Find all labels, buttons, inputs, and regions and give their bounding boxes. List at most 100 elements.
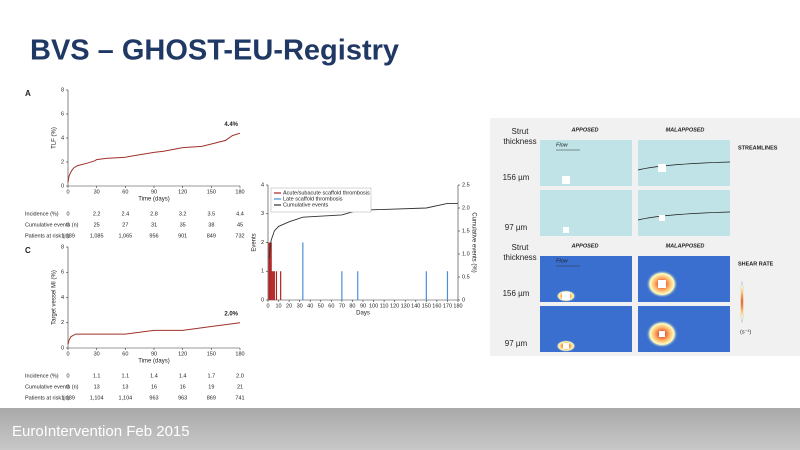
table-cell: 27 — [122, 222, 128, 228]
y-tick-label: 0 — [261, 297, 264, 303]
y-tick-label: 4 — [261, 182, 264, 188]
x-tick-label: 70 — [339, 303, 345, 309]
table-cell: 956 — [149, 233, 158, 239]
legend-box — [270, 187, 372, 213]
strut — [658, 280, 666, 288]
table-cell: 741 — [235, 395, 244, 401]
y2-tick-label: 1.0 — [462, 251, 470, 257]
y-tick-label: 8 — [61, 244, 64, 250]
table-cell: 21 — [237, 384, 243, 390]
column-header: MALAPPOSED — [666, 127, 705, 133]
table-cell: 16 — [180, 384, 186, 390]
annotation: 2.0% — [224, 311, 238, 317]
event-bar — [271, 271, 273, 300]
y-axis-label: TLF (%) — [52, 127, 58, 149]
event-bar — [273, 271, 275, 300]
streamline — [637, 211, 731, 221]
table-row-label: Cumulative events (n) — [25, 222, 79, 228]
panel-letter: A — [25, 89, 31, 98]
simulation-image — [540, 256, 632, 302]
x-axis-label: Time (days) — [138, 359, 169, 365]
y-tick-label: 4 — [61, 135, 64, 141]
y-tick-label: 4 — [61, 295, 64, 301]
table-cell: 963 — [149, 395, 158, 401]
x-tick-label: 160 — [432, 303, 441, 309]
strut — [563, 227, 569, 233]
x-tick-label: 0 — [66, 351, 69, 357]
cumulative-line — [268, 202, 458, 259]
event-bar — [302, 242, 304, 300]
table-cell: 38 — [208, 222, 214, 228]
y2-tick-label: 2.0 — [462, 205, 470, 211]
table-cell: 4.4 — [236, 211, 244, 217]
row-label: 156 µm — [503, 289, 530, 298]
table-row-label: Patients at risk (n) — [25, 395, 69, 401]
x-tick-label: 0 — [66, 189, 69, 195]
event-bar — [272, 271, 274, 300]
event-bar — [269, 242, 271, 300]
y-tick-label: 3 — [261, 211, 264, 217]
x-tick-label: 30 — [94, 351, 100, 357]
panel-title: STREAMLINES — [738, 145, 778, 151]
table-cell: 1,104 — [90, 395, 104, 401]
event-bar — [270, 242, 272, 300]
x-tick-label: 90 — [360, 303, 366, 309]
table-cell: 1,065 — [118, 233, 132, 239]
y-tick-label: 2 — [61, 159, 64, 165]
panel-title: SHEAR RATE — [738, 261, 774, 267]
x-tick-label: 80 — [349, 303, 355, 309]
simulation-image — [638, 140, 730, 186]
table-cell: 963 — [178, 395, 187, 401]
simulation-image — [540, 190, 632, 236]
row-label: 97 µm — [505, 339, 528, 348]
footer-text: EuroIntervention Feb 2015 — [12, 423, 190, 440]
x-tick-label: 180 — [453, 303, 462, 309]
strut — [659, 331, 665, 337]
column-header: MALAPPOSED — [666, 243, 705, 249]
strut — [658, 164, 666, 172]
event-bar — [446, 271, 449, 300]
table-row-label: Cumulative events (n) — [25, 384, 79, 390]
x-tick-label: 90 — [151, 351, 157, 357]
table-cell: 0 — [66, 384, 69, 390]
table-cell: 1.7 — [208, 373, 216, 379]
x-tick-label: 150 — [422, 303, 431, 309]
x-tick-label: 150 — [207, 189, 216, 195]
strut — [562, 292, 570, 300]
slide-title: BVS – GHOST-EU-Registry — [30, 35, 399, 67]
table-cell: 0 — [66, 373, 69, 379]
table-cell: 1,189 — [61, 233, 75, 239]
column-header: APPOSED — [571, 243, 599, 249]
table-cell: 16 — [151, 384, 157, 390]
y-axis-label: Events — [252, 233, 258, 251]
x-tick-label: 130 — [401, 303, 410, 309]
y2-tick-label: 2.5 — [462, 182, 470, 188]
table-cell: 1,104 — [118, 395, 132, 401]
column-header: APPOSED — [571, 127, 599, 133]
table-cell: 3.5 — [208, 211, 216, 217]
simulation-image — [638, 190, 730, 236]
table-cell: 13 — [122, 384, 128, 390]
table-row-label: Patients at risk (n) — [25, 233, 69, 239]
table-cell: 45 — [237, 222, 243, 228]
x-tick-label: 180 — [235, 189, 244, 195]
table-cell: 2.8 — [150, 211, 158, 217]
x-tick-label: 40 — [307, 303, 313, 309]
table-cell: 869 — [207, 395, 216, 401]
table-cell: 35 — [180, 222, 186, 228]
table-cell: 901 — [178, 233, 187, 239]
x-tick-label: 30 — [297, 303, 303, 309]
footer-bar — [0, 408, 800, 450]
x-tick-label: 10 — [275, 303, 281, 309]
table-cell: 19 — [208, 384, 214, 390]
table-cell: 3.2 — [179, 211, 187, 217]
table-cell: 25 — [94, 222, 100, 228]
x-tick-label: 140 — [411, 303, 420, 309]
table-cell: 1.1 — [122, 373, 130, 379]
y-tick-label: 6 — [61, 111, 64, 117]
color-bar — [740, 280, 744, 324]
event-bar — [357, 271, 359, 300]
x-tick-label: 120 — [390, 303, 399, 309]
table-cell: 2.4 — [122, 211, 130, 217]
